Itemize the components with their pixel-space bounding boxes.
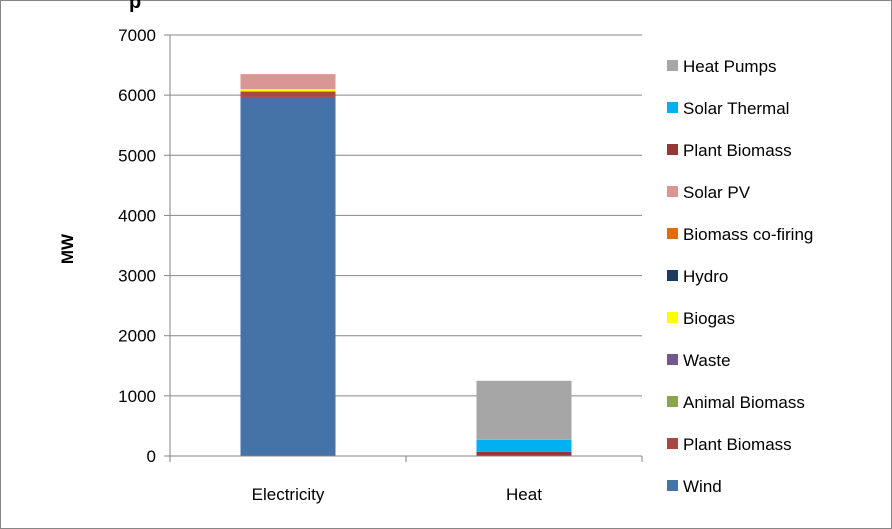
legend-label: Plant Biomass [683,435,792,454]
legend-label: Waste [683,351,731,370]
y-tick-label: 0 [147,447,156,466]
y-tick-label: 3000 [118,267,156,286]
legend-swatch [667,354,678,365]
y-tick-label: 2000 [118,327,156,346]
legend-swatch [667,270,678,281]
legend-swatch [667,480,678,491]
bar-segment [477,381,572,440]
x-tick-label: Heat [506,485,542,504]
y-tick-label: 7000 [118,26,156,45]
x-tick-label: Electricity [252,485,325,504]
legend-label: Biogas [683,309,735,328]
legend-swatch [667,102,678,113]
bar-segment [241,89,336,91]
legend-label: Solar Thermal [683,99,789,118]
legend-swatch [667,186,678,197]
bar-segment [241,74,336,89]
legend-label: Animal Biomass [683,393,805,412]
legend-label: Wind [683,477,722,496]
y-tick-label: 5000 [118,146,156,165]
legend-label: Heat Pumps [683,57,777,76]
legend-label: Plant Biomass [683,141,792,160]
chart-title-fragment: p [129,0,141,13]
y-axis-title: MW [58,233,77,264]
y-tick-label: 4000 [118,206,156,225]
y-tick-label: 6000 [118,86,156,105]
legend-swatch [667,228,678,239]
legend-label: Hydro [683,267,728,286]
legend-swatch [667,438,678,449]
bar-segment [477,440,572,452]
legend-swatch [667,396,678,407]
legend-swatch [667,144,678,155]
legend-swatch [667,312,678,323]
bar-segment [241,92,336,97]
bar-segment [241,97,336,456]
legend-swatch [667,60,678,71]
bar-segment [477,452,572,456]
legend-label: Biomass co-firing [683,225,813,244]
legend-label: Solar PV [683,183,751,202]
y-tick-label: 1000 [118,387,156,406]
